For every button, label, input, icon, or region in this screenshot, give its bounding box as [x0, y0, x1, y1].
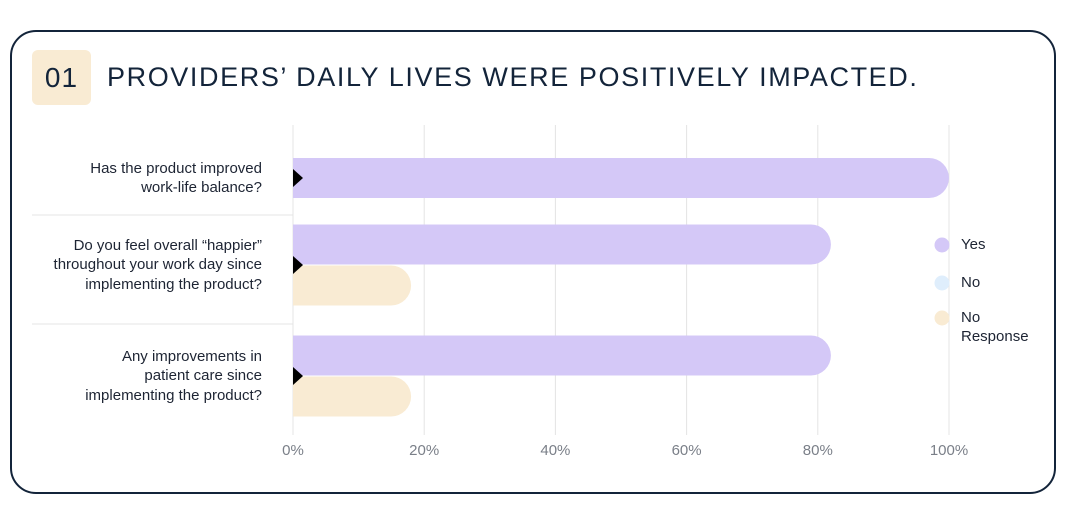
- x-tick-label: 60%: [672, 442, 702, 459]
- x-tick-label: 20%: [409, 442, 439, 459]
- bar: [293, 158, 949, 198]
- category-label: Any improvements in patient care since i…: [85, 347, 262, 404]
- chart-title: PROVIDERS’ DAILY LIVES WERE POSITIVELY I…: [107, 62, 919, 92]
- legend-swatch: [934, 310, 950, 326]
- bar: [293, 376, 412, 417]
- x-tick-label: 40%: [540, 442, 570, 459]
- bar: [293, 335, 831, 376]
- bar: [293, 224, 831, 265]
- legend-label: No: [961, 274, 981, 291]
- row-marker: [293, 169, 303, 187]
- x-tick-label: 100%: [930, 442, 968, 459]
- category-label: Has the product improved work-life balan…: [90, 159, 262, 197]
- bar: [293, 265, 412, 306]
- legend-swatch: [934, 237, 950, 253]
- legend-swatch: [934, 275, 950, 291]
- row-marker: [293, 256, 303, 274]
- x-tick-label: 0%: [282, 442, 304, 459]
- row-marker: [293, 367, 303, 385]
- badge: 01: [32, 50, 91, 105]
- legend-label: Yes: [961, 236, 986, 253]
- category-label: Do you feel overall “happier” throughout…: [53, 236, 262, 293]
- card: [10, 30, 1056, 494]
- x-tick-label: 80%: [803, 442, 833, 459]
- legend-label: No Response: [961, 309, 1029, 345]
